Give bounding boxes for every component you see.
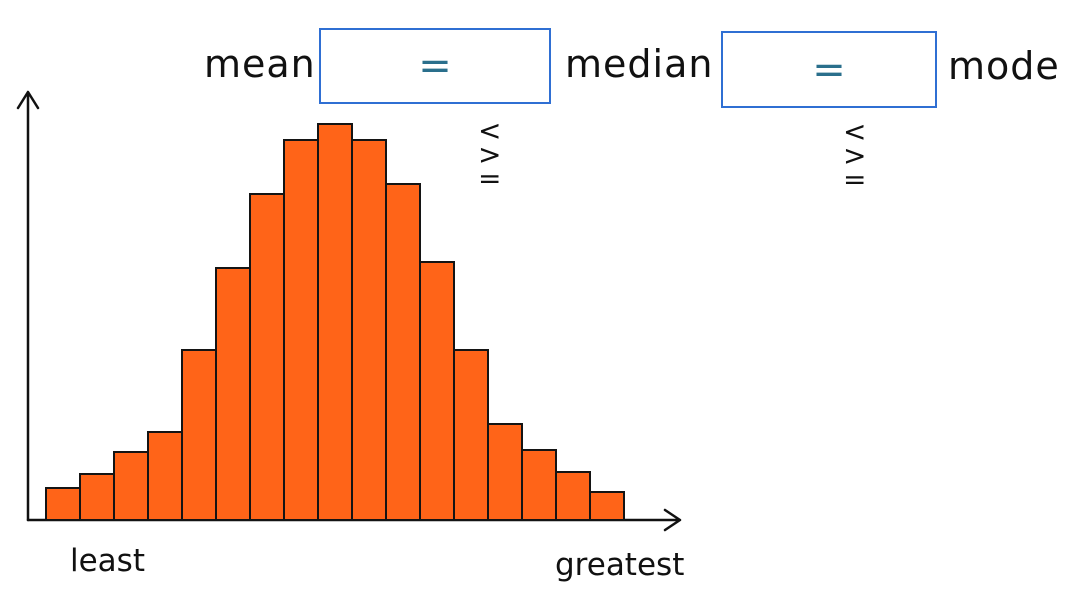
less-than-option: < [843,115,867,148]
histogram-bar [113,451,149,521]
greater-than-option: > [843,139,867,173]
median-mode-answer-box[interactable]: = [721,31,937,108]
histogram-bar [419,261,455,521]
histogram-bar [215,267,251,521]
histogram-bar [283,139,319,521]
histogram-bar [79,473,115,521]
histogram-bar [521,449,557,521]
mean-label: mean [204,42,316,86]
histogram-bar [181,349,217,521]
mean-median-answer-value: = [418,43,452,89]
histogram-bar [555,471,591,521]
mode-label: mode [948,44,1060,88]
mean-median-answer-box[interactable]: = [319,28,551,104]
histogram-bar [45,487,81,521]
greater-than-option: > [478,138,502,172]
histogram-bars [45,123,625,521]
median-mode-answer-value: = [812,46,846,93]
histogram-bar [453,349,489,521]
x-axis-greatest-label: greatest [555,547,685,583]
median-mode-choice-options: < > = [843,115,867,197]
x-axis-least-label: least [70,543,145,579]
histogram-bar [317,123,353,521]
histogram-bar [147,431,183,521]
median-label: median [565,42,714,86]
histogram-bar [589,491,625,521]
mean-median-choice-options: < > = [478,114,502,196]
equals-option: = [478,162,502,196]
equals-option: = [843,163,867,197]
histogram-bar [487,423,523,521]
y-axis [16,90,40,522]
histogram-bar [351,139,387,521]
histogram-bar [249,193,285,521]
histogram-bar [385,183,421,521]
less-than-option: < [478,114,502,147]
